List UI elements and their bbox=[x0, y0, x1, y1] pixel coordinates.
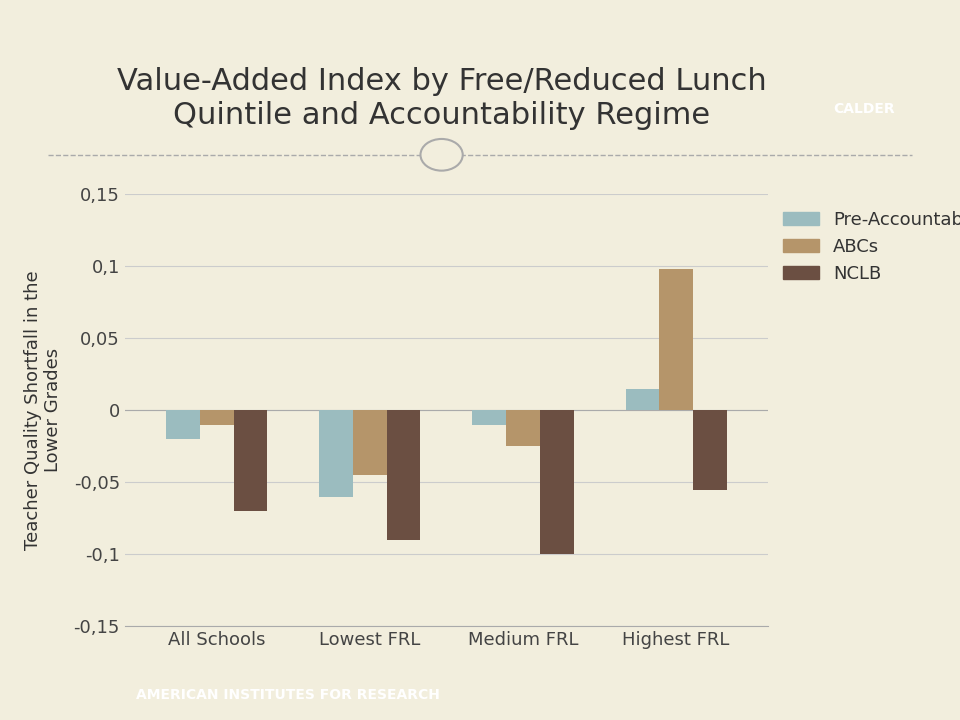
Bar bbox=[233, 410, 267, 511]
Legend: Pre-Accountability, ABCs, NCLB: Pre-Accountability, ABCs, NCLB bbox=[776, 204, 960, 290]
Bar bbox=[540, 410, 573, 554]
Bar bbox=[387, 410, 420, 540]
Bar bbox=[353, 410, 387, 475]
Text: AMERICAN INSTITUTES FOR RESEARCH: AMERICAN INSTITUTES FOR RESEARCH bbox=[136, 688, 440, 702]
Text: Value-Added Index by Free/Reduced Lunch
Quintile and Accountability Regime: Value-Added Index by Free/Reduced Lunch … bbox=[117, 67, 766, 130]
Bar bbox=[320, 410, 353, 497]
Bar bbox=[506, 410, 540, 446]
Bar bbox=[166, 410, 200, 439]
Bar bbox=[626, 389, 660, 410]
Bar bbox=[472, 410, 506, 425]
Bar bbox=[693, 410, 727, 490]
Y-axis label: Teacher Quality Shortfall in the
Lower Grades: Teacher Quality Shortfall in the Lower G… bbox=[24, 271, 62, 550]
Bar bbox=[200, 410, 233, 425]
Text: CALDER: CALDER bbox=[833, 102, 895, 116]
Bar bbox=[660, 269, 693, 410]
